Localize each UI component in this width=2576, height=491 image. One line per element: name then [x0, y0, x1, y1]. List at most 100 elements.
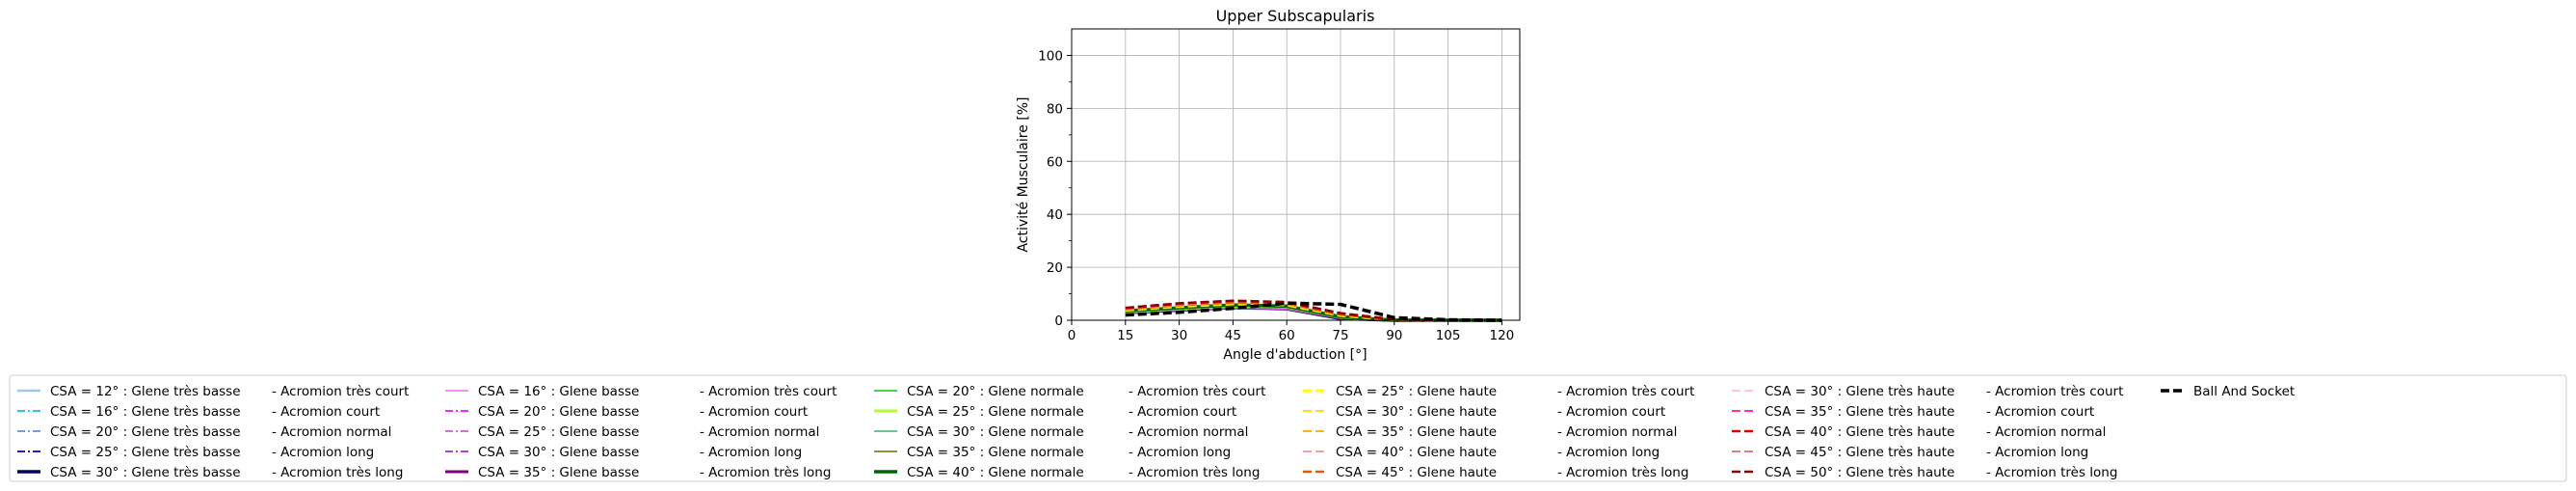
legend-entry: CSA = 35° : Glene haute - Acromion normal [1303, 424, 1677, 440]
legend-suffix: - Acromion court [272, 404, 380, 420]
y-tick-label: 0 [1054, 314, 1063, 329]
grid [1071, 29, 1520, 321]
x-tick-label: 120 [1490, 328, 1515, 343]
legend-label: CSA = 25° : Glene très basse [50, 445, 241, 460]
legend-entry: CSA = 35° : Glene basse - Acromion très l… [445, 465, 831, 480]
y-tick-label: 60 [1047, 154, 1063, 170]
legend-entry: CSA = 12° : Glene très basse - Acromion t… [17, 384, 409, 399]
legend-label: CSA = 45° : Glene haute [1336, 465, 1497, 480]
series-layer [1125, 299, 1502, 322]
legend-label: CSA = 40° : Glene haute [1336, 445, 1497, 460]
legend-label: CSA = 30° : Glene normale [907, 424, 1084, 440]
legend-suffix: - Acromion normal [700, 424, 819, 440]
legend-entry: CSA = 20° : Glene très basse - Acromion n… [17, 424, 391, 440]
x-tick-label: 105 [1436, 328, 1461, 343]
legend-suffix: - Acromion très court [700, 384, 837, 399]
legend-entry: CSA = 50° : Glene très haute - Acromion t… [1732, 465, 2117, 480]
plot-frame [1071, 28, 1521, 321]
legend-entry: CSA = 35° : Glene très haute - Acromion c… [1732, 404, 2094, 420]
legend-entry: CSA = 16° : Glene basse - Acromion très c… [445, 384, 837, 399]
legend-suffix: - Acromion très court [1557, 384, 1694, 399]
x-tick-label: 75 [1332, 328, 1348, 343]
legend-entry: CSA = 25° : Glene basse - Acromion normal [445, 424, 819, 440]
y-tick-label: 40 [1047, 207, 1063, 223]
legend-label: CSA = 20° : Glene basse [478, 404, 639, 420]
y-tick-label: 80 [1047, 101, 1063, 117]
legend-label: CSA = 16° : Glene très basse [50, 404, 241, 420]
legend-suffix: - Acromion long [1129, 445, 1231, 460]
x-tick-label: 15 [1117, 328, 1133, 343]
legend-label: CSA = 25° : Glene haute [1336, 384, 1497, 399]
legend-entry: CSA = 30° : Glene très basse - Acromion t… [17, 465, 403, 480]
chart-title: Upper Subscapularis [1216, 7, 1375, 25]
legend-suffix: - Acromion court [1557, 404, 1665, 420]
legend-label: CSA = 16° : Glene basse [478, 384, 639, 399]
legend-entry: CSA = 40° : Glene haute - Acromion long [1303, 445, 1660, 460]
y-axis-label: Activité Musculaire [%] [1016, 96, 1031, 252]
legend-entry: CSA = 30° : Glene haute - Acromion court [1303, 404, 1665, 420]
legend-label: CSA = 20° : Glene très basse [50, 424, 241, 440]
legend-label: CSA = 12° : Glene très basse [50, 384, 241, 399]
legend-entry: CSA = 45° : Glene très haute - Acromion l… [1732, 445, 2088, 460]
legend-entry: CSA = 20° : Glene basse - Acromion court [445, 404, 808, 420]
legend-suffix: - Acromion très long [1557, 465, 1688, 480]
legend-entry: CSA = 16° : Glene très basse - Acromion c… [17, 404, 380, 420]
legend-label: CSA = 30° : Glene très haute [1765, 384, 1954, 399]
legend-suffix: - Acromion très long [700, 465, 831, 480]
y-axis-ticks: 0 20 40 60 80 100 [1038, 48, 1072, 329]
x-axis-label: Angle d'abduction [°] [1223, 347, 1367, 363]
legend-suffix: - Acromion normal [1557, 424, 1677, 440]
legend-suffix: - Acromion long [1986, 445, 2088, 460]
legend-entry: CSA = 25° : Glene très basse - Acromion l… [17, 445, 374, 460]
legend-suffix: - Acromion long [700, 445, 802, 460]
legend-label: CSA = 40° : Glene très haute [1765, 424, 1954, 440]
x-tick-label: 30 [1171, 328, 1187, 343]
legend-label: CSA = 50° : Glene très haute [1765, 465, 1954, 480]
legend-label: CSA = 25° : Glene basse [478, 424, 639, 440]
legend-label: CSA = 45° : Glene très haute [1765, 445, 1954, 460]
legend-label: CSA = 25° : Glene normale [907, 404, 1084, 420]
legend-entry: CSA = 20° : Glene normale - Acromion très… [874, 384, 1265, 399]
legend-label: CSA = 40° : Glene normale [907, 465, 1084, 480]
legend-entry: CSA = 40° : Glene normale - Acromion très… [874, 465, 1260, 480]
legend-label: CSA = 30° : Glene haute [1336, 404, 1497, 420]
legend-entry: Ball And Socket [2161, 384, 2295, 399]
legend-suffix: - Acromion normal [1986, 424, 2106, 440]
legend-entry: CSA = 45° : Glene haute - Acromion très l… [1303, 465, 1688, 480]
series-line-26 [1125, 301, 1502, 322]
legend-suffix: - Acromion très long [272, 465, 403, 480]
x-tick-label: 0 [1068, 328, 1076, 343]
x-axis-ticks: 0 15 30 45 60 75 90 105 120 [1068, 320, 1515, 343]
legend-suffix: - Acromion normal [272, 424, 391, 440]
legend-suffix: - Acromion très court [1986, 384, 2123, 399]
legend-suffix: - Acromion normal [1129, 424, 1248, 440]
legend-suffix: - Acromion très court [272, 384, 409, 399]
legend-frame [9, 374, 2567, 482]
legend-suffix: - Acromion court [1129, 404, 1236, 420]
legend-label: CSA = 30° : Glene très basse [50, 465, 241, 480]
legend-entry: CSA = 30° : Glene normale - Acromion norm… [874, 424, 1248, 440]
legend-entry: CSA = 25° : Glene normale - Acromion cour… [874, 404, 1236, 420]
legend-entry: CSA = 30° : Glene basse - Acromion long [445, 445, 802, 460]
x-tick-label: 90 [1386, 328, 1402, 343]
x-tick-label: 60 [1279, 328, 1295, 343]
legend-label: Ball And Socket [2193, 384, 2295, 399]
legend-label: CSA = 20° : Glene normale [907, 384, 1084, 399]
legend-entry: CSA = 30° : Glene très haute - Acromion t… [1732, 384, 2123, 399]
legend-label: CSA = 35° : Glene basse [478, 465, 639, 480]
legend-suffix: - Acromion très long [1986, 465, 2117, 480]
legend-suffix: - Acromion long [1557, 445, 1660, 460]
legend-suffix: - Acromion très court [1129, 384, 1265, 399]
legend-label: CSA = 30° : Glene basse [478, 445, 639, 460]
legend-label: CSA = 35° : Glene normale [907, 445, 1084, 460]
legend-label: CSA = 35° : Glene haute [1336, 424, 1497, 440]
legend-entry: CSA = 40° : Glene très haute - Acromion n… [1732, 424, 2106, 440]
legend-suffix: - Acromion court [1986, 404, 2094, 420]
y-tick-label: 100 [1038, 48, 1063, 64]
legend-entry: CSA = 25° : Glene haute - Acromion très c… [1303, 384, 1694, 399]
legend-suffix: - Acromion long [272, 445, 374, 460]
x-tick-label: 45 [1225, 328, 1241, 343]
legend-label: CSA = 35° : Glene très haute [1765, 404, 1954, 420]
legend-suffix: - Acromion court [700, 404, 808, 420]
